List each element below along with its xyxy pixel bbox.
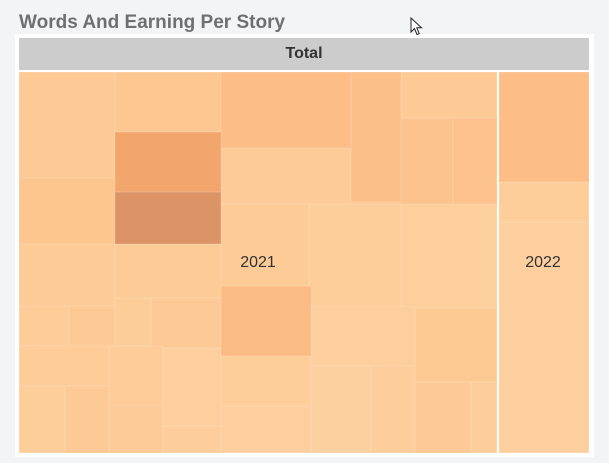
treemap-cell[interactable] bbox=[115, 132, 221, 192]
mouse-cursor-icon bbox=[410, 17, 423, 36]
treemap-cell[interactable] bbox=[221, 204, 309, 286]
treemap-cell[interactable] bbox=[19, 72, 115, 178]
treemap-cell[interactable] bbox=[19, 306, 69, 346]
treemap-cell[interactable] bbox=[499, 72, 589, 182]
treemap-cell[interactable] bbox=[415, 382, 471, 453]
group-label-2022: 2022 bbox=[525, 254, 561, 271]
treemap-cell[interactable] bbox=[163, 426, 221, 453]
treemap-cell[interactable] bbox=[151, 298, 221, 348]
treemap-cell[interactable] bbox=[221, 148, 351, 204]
treemap-cell[interactable] bbox=[311, 366, 371, 453]
treemap-cell[interactable] bbox=[311, 306, 415, 366]
treemap-cell[interactable] bbox=[115, 244, 221, 298]
treemap-cell[interactable] bbox=[19, 244, 115, 306]
treemap-cell[interactable] bbox=[109, 406, 163, 453]
treemap-cell[interactable] bbox=[351, 72, 401, 202]
treemap-cell[interactable] bbox=[453, 118, 497, 204]
treemap-cell[interactable] bbox=[309, 204, 401, 306]
treemap-cell[interactable] bbox=[401, 118, 453, 204]
chart-title: Words And Earning Per Story bbox=[19, 12, 286, 33]
treemap-cell[interactable] bbox=[19, 386, 65, 453]
treemap-cell[interactable] bbox=[115, 192, 221, 244]
treemap-cell[interactable] bbox=[221, 356, 311, 406]
treemap-cell[interactable] bbox=[115, 298, 151, 346]
treemap-cell[interactable] bbox=[65, 386, 109, 453]
treemap-header[interactable]: Total bbox=[19, 38, 589, 70]
treemap-cell[interactable] bbox=[499, 222, 589, 453]
treemap-cell[interactable] bbox=[471, 382, 497, 453]
treemap-cell[interactable] bbox=[109, 346, 163, 406]
treemap-cell[interactable] bbox=[221, 406, 311, 453]
treemap-cell[interactable] bbox=[69, 306, 115, 346]
treemap-cell[interactable] bbox=[221, 72, 351, 148]
treemap-cell[interactable] bbox=[19, 346, 109, 386]
treemap-cell[interactable] bbox=[401, 72, 497, 118]
treemap-cell[interactable] bbox=[19, 178, 115, 244]
group-label-2021: 2021 bbox=[240, 254, 276, 271]
treemap-cell[interactable] bbox=[499, 182, 589, 222]
treemap-cell[interactable] bbox=[163, 348, 221, 426]
treemap-cell[interactable] bbox=[115, 72, 221, 132]
group-divider bbox=[497, 72, 499, 453]
treemap-cell[interactable] bbox=[371, 366, 415, 453]
treemap-cell[interactable] bbox=[415, 308, 497, 382]
treemap-area bbox=[19, 72, 589, 453]
treemap-cell[interactable] bbox=[221, 286, 311, 356]
treemap-cell[interactable] bbox=[401, 204, 497, 308]
